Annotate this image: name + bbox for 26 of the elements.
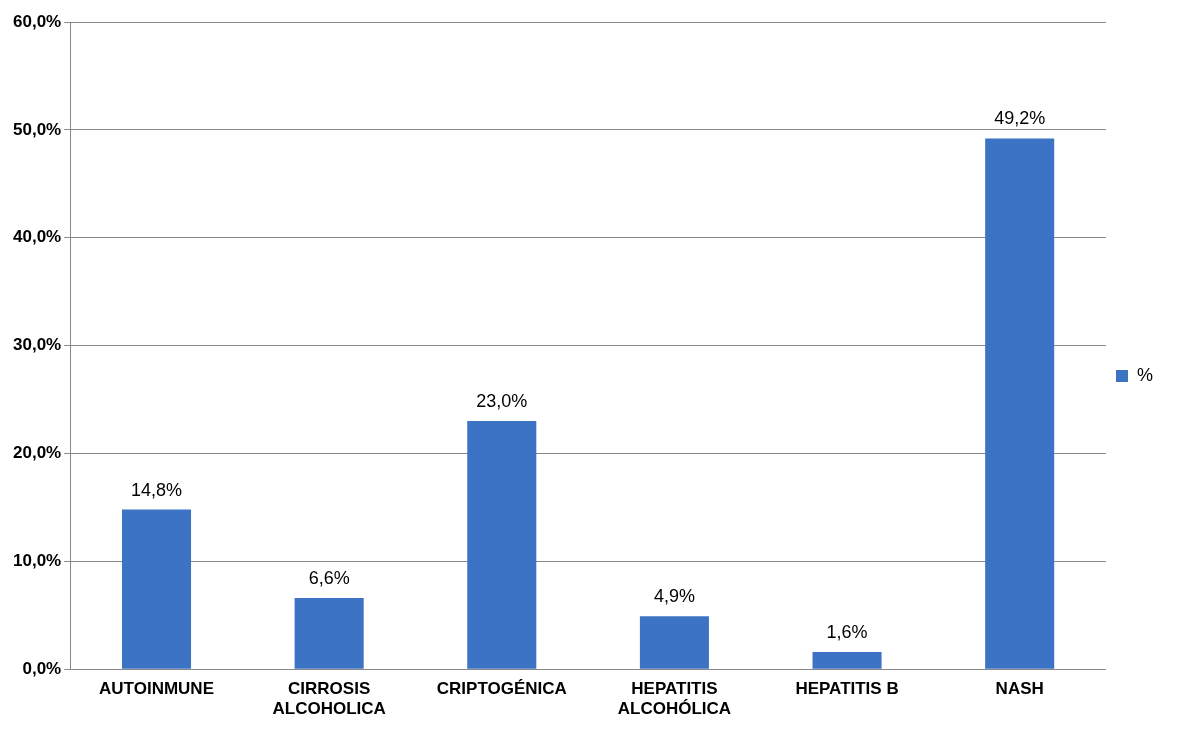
y-tick-label: 10,0% xyxy=(13,551,62,571)
y-tick-label: 50,0% xyxy=(13,119,62,139)
bar xyxy=(639,616,709,669)
data-label: 6,6% xyxy=(308,567,350,588)
x-tick-label: CIRROSIS ALCOHOLICA xyxy=(272,679,386,719)
y-tick-label: 30,0% xyxy=(13,335,62,355)
legend-label: % xyxy=(1137,364,1154,385)
data-label: 14,8% xyxy=(131,479,183,500)
data-label: 1,6% xyxy=(826,621,868,642)
bar xyxy=(294,598,364,669)
x-tick-label: HEPATITIS B xyxy=(795,679,899,699)
x-tick-label: NASH xyxy=(995,679,1044,699)
bar xyxy=(812,651,882,669)
data-label: 23,0% xyxy=(476,391,528,412)
bar xyxy=(467,421,537,669)
y-tick-label: 60,0% xyxy=(13,11,62,31)
y-tick-label: 40,0% xyxy=(13,227,62,247)
x-tick-label: AUTOINMUNE xyxy=(99,679,214,699)
y-tick-label: 20,0% xyxy=(13,443,62,463)
y-tick-label: 0,0% xyxy=(22,658,62,678)
bar xyxy=(985,138,1055,669)
data-label: 49,2% xyxy=(994,108,1046,129)
data-label: 4,9% xyxy=(653,586,695,607)
x-tick-label: CRIPTOGÉNICA xyxy=(436,679,567,699)
x-tick-label: HEPATITIS ALCOHÓLICA xyxy=(617,679,732,719)
bar xyxy=(121,509,192,669)
